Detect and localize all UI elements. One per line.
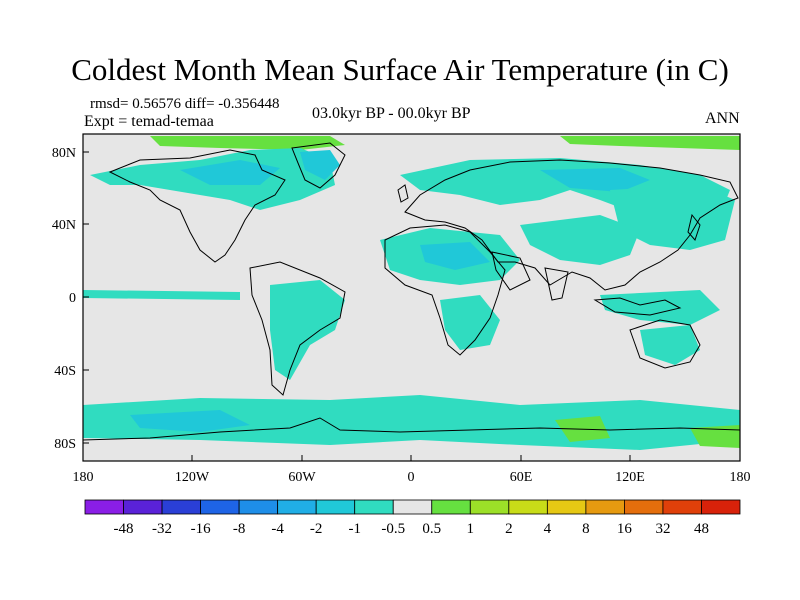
antarctic-cooler [130, 410, 250, 432]
antarctic-warm-patch-east [690, 425, 740, 448]
colorbar-swatch [200, 499, 240, 515]
colorbar-swatch [123, 499, 163, 515]
colorbar-label: 8 [582, 521, 590, 537]
greenland-cooler [300, 150, 340, 180]
axis-ticks [82, 151, 741, 461]
colorbar-swatch [508, 499, 548, 515]
colorbar-swatch [546, 499, 587, 515]
x-tick-label: 120W [175, 470, 210, 485]
colorbar-swatch [84, 499, 124, 515]
south-america-cool [270, 280, 345, 380]
australia-cool [640, 325, 700, 365]
coast-antarctica [82, 417, 741, 441]
coast-greenland [291, 142, 346, 189]
coast-africa [384, 224, 506, 356]
arctic-warm-band-east [560, 136, 740, 150]
coast-india [544, 267, 569, 301]
x-tick-label: 180 [73, 470, 94, 485]
tropical-pacific-band [83, 290, 240, 300]
colorbar-swatch [354, 499, 394, 515]
colorbar-label: -1 [348, 521, 361, 537]
coast-australia [629, 319, 701, 369]
arctic-warm-band [150, 136, 345, 150]
colorbar-swatch [315, 499, 356, 515]
colorbar-swatch [392, 499, 433, 515]
siberia-cooler [540, 168, 650, 192]
colorbar-swatch [161, 499, 201, 515]
colorbar-label: -0.5 [381, 521, 405, 537]
coast-japan [687, 213, 701, 241]
period-label: 03.0kyr BP - 00.0kyr BP [312, 105, 471, 122]
coast-south-america [249, 261, 346, 396]
colorbar-label: -48 [114, 521, 134, 537]
colorbar-label: -32 [152, 521, 172, 537]
colorbar-label: 4 [544, 521, 552, 537]
colorbar-swatch [431, 499, 471, 515]
colorbar-label: 16 [617, 521, 633, 537]
map-title: Coldest Month Mean Surface Air Temperatu… [71, 52, 729, 87]
stats-line: rmsd= 0.56576 diff= -0.356448 [90, 96, 280, 112]
y-tick-label: 0 [69, 291, 76, 306]
x-tick-label: 180 [730, 470, 751, 485]
central-asia-cool [520, 215, 640, 265]
x-tick-label: 0 [408, 470, 415, 485]
x-tick-label: 60W [288, 470, 316, 485]
y-tick-label: 80N [52, 146, 76, 161]
colorbar-label: 32 [655, 521, 670, 537]
east-asia-cool [610, 185, 735, 250]
colorbar-swatch [585, 499, 625, 515]
y-tick-label: 40N [52, 218, 76, 233]
maritime-continent-cool [600, 290, 720, 325]
canada-cooler [180, 160, 280, 185]
y-tick-label: 40S [54, 364, 76, 379]
x-tick-label: 120E [615, 470, 645, 485]
coast-north-america [108, 149, 286, 263]
sahara-cooler [420, 242, 490, 270]
colorbar-label: 48 [694, 521, 709, 537]
colorbar-swatch [701, 499, 741, 515]
colorbar-label: -2 [310, 521, 323, 537]
colorbar-label: -8 [233, 521, 246, 537]
season-label: ANN [705, 110, 740, 127]
colorbar: -48 -32 -16 -8 -4 -2 -1 -0.5 0.5 1 2 4 8 16 32 48 [84, 499, 741, 537]
anomaly-fields [83, 136, 740, 450]
colorbar-label: 0.5 [422, 521, 441, 537]
colorbar-swatch [624, 499, 664, 515]
colorbar-swatch [277, 499, 317, 515]
experiment-label: Expt = temad-temaa [84, 113, 214, 130]
y-tick-label: 80S [54, 437, 76, 452]
colorbar-label: -16 [191, 521, 211, 537]
x-tick-label: 60E [510, 470, 533, 485]
colorbar-label: 1 [467, 521, 475, 537]
colorbar-swatch [238, 499, 279, 515]
coastlines [82, 142, 741, 441]
coast-indonesia [593, 297, 682, 316]
colorbar-label: -4 [271, 521, 284, 537]
coast-uk [397, 184, 409, 203]
coast-arabia [491, 251, 531, 291]
colorbar-label: 2 [505, 521, 513, 537]
colorbar-swatch [662, 499, 702, 515]
colorbar-swatch [469, 499, 510, 515]
south-africa-cool [440, 295, 500, 350]
